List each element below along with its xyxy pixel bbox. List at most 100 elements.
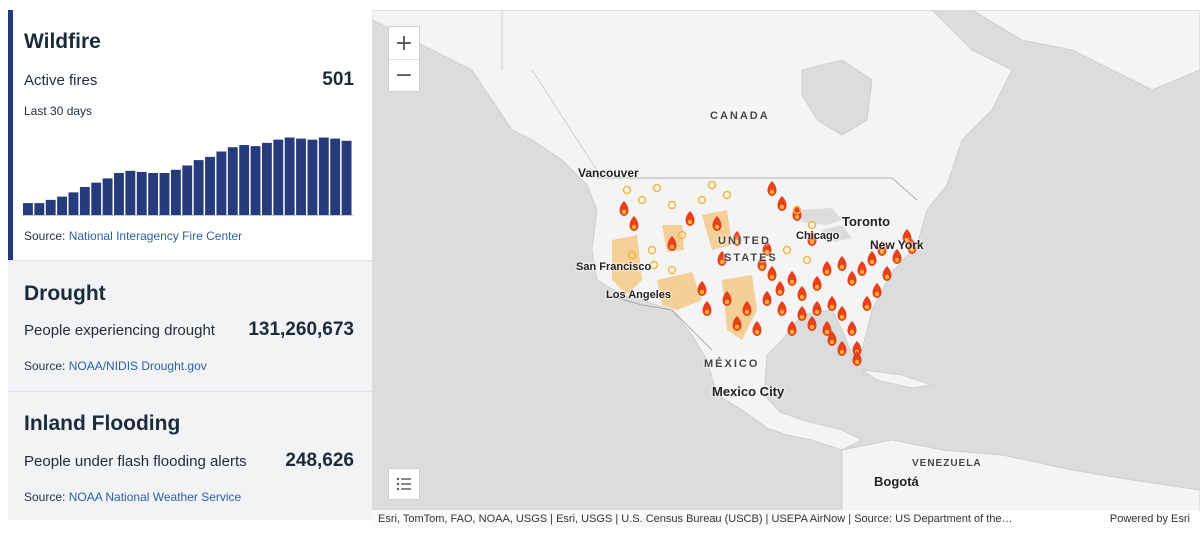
fire-marker-icon[interactable] — [752, 321, 762, 336]
fire-ring-marker[interactable] — [647, 245, 657, 255]
fire-marker-icon[interactable] — [902, 229, 912, 244]
drought-card[interactable]: Drought People experiencing drought 131,… — [8, 261, 372, 391]
fire-marker-icon[interactable] — [702, 301, 712, 316]
powered-by-esri[interactable]: Powered by Esri — [1109, 513, 1190, 525]
us-canada-border — [597, 177, 918, 201]
chart-bar — [193, 160, 204, 216]
chart-bar — [205, 156, 215, 216]
fire-marker-icon[interactable] — [807, 316, 817, 331]
fire-markers — [619, 181, 917, 366]
us-mexico-border — [606, 294, 713, 351]
fire-marker-icon[interactable] — [797, 286, 807, 301]
fire-marker-icon[interactable] — [892, 249, 902, 264]
fire-ring-marker[interactable] — [722, 190, 732, 200]
flooding-source-link[interactable]: NOAA National Weather Service — [68, 490, 242, 504]
chart-bar — [250, 146, 261, 216]
fire-marker-icon[interactable] — [852, 351, 862, 366]
fire-marker-icon[interactable] — [767, 181, 777, 196]
fire-ring-marker[interactable] — [667, 265, 677, 275]
fire-marker-icon[interactable] — [667, 236, 677, 251]
legend-button[interactable] — [388, 468, 420, 500]
fire-marker-icon[interactable] — [812, 276, 822, 291]
wildfire-source-link[interactable]: National Interagency Fire Center — [68, 229, 243, 243]
fire-marker-icon[interactable] — [757, 256, 767, 271]
fire-marker-icon[interactable] — [847, 321, 857, 336]
fire-marker-icon[interactable] — [722, 291, 732, 306]
drought-source-link[interactable]: NOAA/NIDIS Drought.gov — [68, 359, 207, 373]
fire-ring-marker[interactable] — [622, 185, 632, 195]
fire-ring-marker[interactable] — [627, 250, 637, 260]
fire-ring-marker[interactable] — [792, 205, 802, 215]
flooding-metric-value: 248,626 — [285, 450, 354, 471]
fire-ring-marker[interactable] — [697, 195, 707, 205]
fire-marker-icon[interactable] — [907, 239, 917, 254]
fire-ring-marker[interactable] — [637, 195, 647, 205]
fire-marker-icon[interactable] — [787, 321, 797, 336]
fire-marker-icon[interactable] — [762, 291, 772, 306]
attribution-text[interactable]: Esri, TomTom, FAO, NOAA, USGS | Esri, US… — [378, 513, 1013, 525]
fire-marker-icon[interactable] — [827, 331, 837, 346]
fire-marker-icon[interactable] — [797, 306, 807, 321]
drought-metric-value: 131,260,673 — [248, 319, 354, 340]
label-mexico-city: Mexico City — [712, 384, 785, 399]
fire-marker-icon[interactable] — [872, 283, 882, 298]
flooding-card[interactable]: Inland Flooding People under flash flood… — [8, 392, 372, 520]
fire-ring-marker[interactable] — [667, 200, 677, 210]
fire-marker-icon[interactable] — [775, 281, 785, 296]
map-view[interactable]: + − CANADA UNITED STATES MÉXICO Vancouve… — [372, 10, 1200, 528]
chart-bar — [341, 140, 352, 216]
chart-bar — [284, 137, 295, 216]
fire-marker-icon[interactable] — [857, 261, 867, 276]
fire-marker-icon[interactable] — [732, 316, 742, 331]
period-label: Last 30 days — [24, 104, 93, 118]
fire-marker-icon[interactable] — [812, 301, 822, 316]
fire-marker-icon[interactable] — [619, 201, 629, 216]
fire-marker-icon[interactable] — [847, 271, 857, 286]
fire-marker-icon[interactable] — [852, 341, 862, 356]
fire-marker-icon[interactable] — [717, 251, 727, 266]
fire-ring-marker[interactable] — [707, 180, 717, 190]
fire-marker-icon[interactable] — [837, 256, 847, 271]
fire-ring-marker[interactable] — [652, 183, 662, 193]
fire-marker-icon[interactable] — [882, 266, 892, 281]
fire-ring-marker[interactable] — [649, 260, 659, 270]
fire-marker-icon[interactable] — [877, 241, 887, 256]
fire-ring-marker[interactable] — [802, 255, 812, 265]
label-los-angeles: Los Angeles — [606, 289, 671, 301]
fire-marker-icon[interactable] — [807, 231, 817, 246]
zoom-in-button[interactable]: + — [394, 30, 414, 56]
fire-marker-icon[interactable] — [787, 271, 797, 286]
fire-ring-marker[interactable] — [782, 245, 792, 255]
label-toronto: Toronto — [842, 214, 891, 229]
fire-marker-icon[interactable] — [732, 231, 742, 246]
fire-marker-icon[interactable] — [762, 241, 772, 256]
fire-marker-icon[interactable] — [629, 216, 639, 231]
fire-marker-icon[interactable] — [712, 216, 722, 231]
fire-marker-icon[interactable] — [777, 196, 787, 211]
fire-marker-icon[interactable] — [827, 296, 837, 311]
fire-marker-icon[interactable] — [822, 321, 832, 336]
wildfire-card[interactable]: Wildfire Active fires 501 Last 30 days S… — [8, 10, 372, 260]
fire-marker-icon[interactable] — [767, 266, 777, 281]
drought-metric-label: People experiencing drought — [24, 322, 215, 339]
label-canada: CANADA — [710, 110, 770, 122]
chart-bar — [79, 186, 90, 216]
chart-bar — [102, 178, 113, 216]
fire-ring-marker[interactable] — [677, 230, 687, 240]
fire-marker-icon[interactable] — [685, 211, 695, 226]
fire-marker-icon[interactable] — [697, 281, 707, 296]
fire-marker-icon[interactable] — [837, 306, 847, 321]
fire-ring-marker[interactable] — [807, 220, 817, 230]
fire-marker-icon[interactable] — [822, 261, 832, 276]
fire-marker-icon[interactable] — [777, 301, 787, 316]
zoom-out-button[interactable]: − — [389, 59, 419, 91]
fire-marker-icon[interactable] — [862, 296, 872, 311]
chart-bar — [23, 203, 33, 216]
fire-marker-icon[interactable] — [837, 341, 847, 356]
active-fires-bar-chart — [23, 137, 353, 216]
attribution-bar: Esri, TomTom, FAO, NOAA, USGS | Esri, US… — [372, 510, 1200, 528]
fire-marker-icon[interactable] — [742, 301, 752, 316]
active-fires-label: Active fires — [24, 72, 98, 89]
fire-marker-icon[interactable] — [867, 251, 877, 266]
